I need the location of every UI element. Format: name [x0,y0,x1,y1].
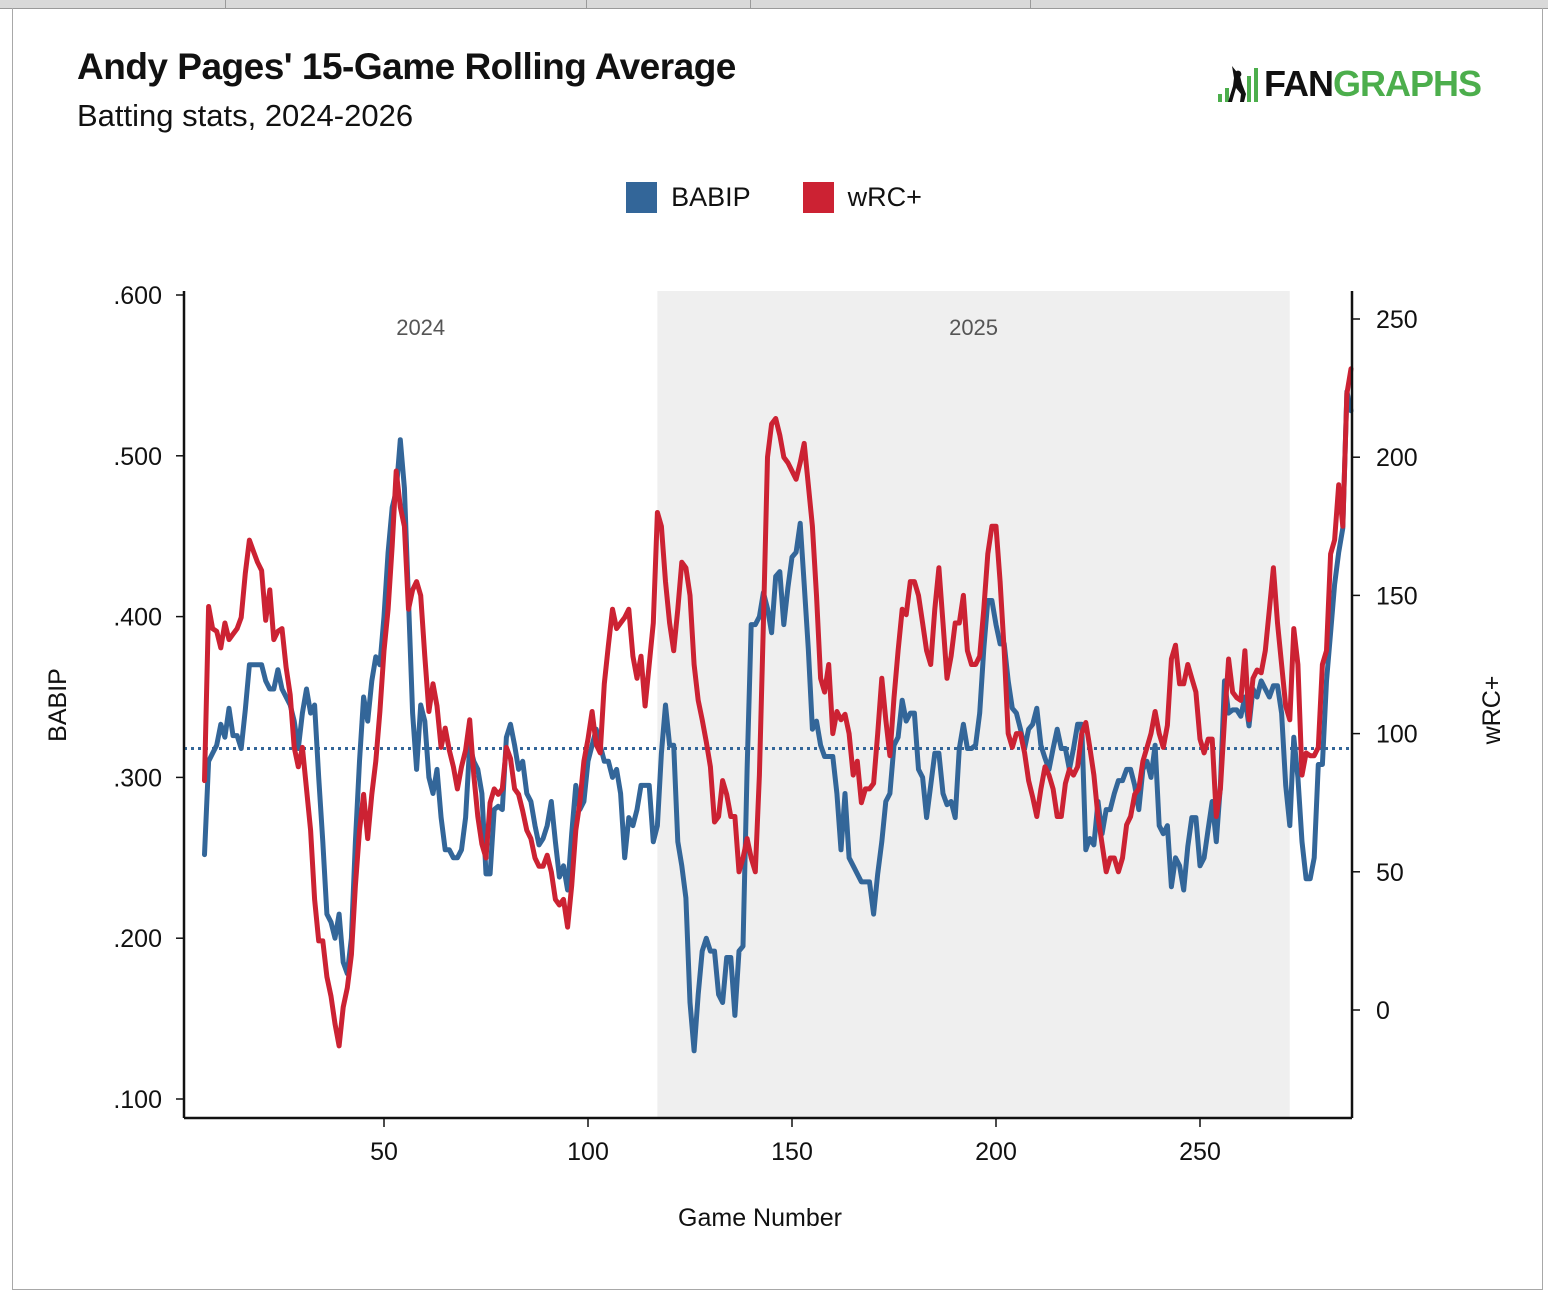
x-axis-title: Game Number [678,1204,842,1232]
top-bar-separator [750,0,751,8]
top-bar-separator [1030,0,1031,8]
legend-label-wrc: wRC+ [847,182,922,212]
x-tick-label: 250 [1179,1138,1221,1166]
batter-bars-icon [1218,66,1258,102]
legend-swatch-babip [626,182,658,213]
y-left-tick-label: .200 [113,925,162,953]
x-tick-label: 50 [370,1138,398,1166]
chart-title: Andy Pages' 15-Game Rolling Average [77,46,736,87]
y-left-tick-label: .400 [113,604,162,632]
window-top-bar [0,0,1548,9]
y-left-tick-label: .600 [113,282,162,310]
x-tick-label: 100 [567,1138,609,1166]
y-right-tick-label: 150 [1376,582,1418,610]
legend-swatch-wrc [802,182,834,213]
legend-item-babip[interactable]: BABIP [626,182,751,213]
logo-text-graphs: GRAPHS [1333,63,1482,104]
chart-legend: BABIP wRC+ [0,182,1548,213]
y-left-tick-label: .500 [113,443,162,471]
x-tick-label: 200 [975,1138,1017,1166]
top-bar-separator [586,0,587,8]
legend-item-wrc[interactable]: wRC+ [802,182,922,213]
y-right-tick-label: 200 [1376,444,1418,472]
logo-text-fan: FAN [1264,63,1334,104]
y-axis-title-left: BABIP [44,668,72,742]
series-line-wrc-plus [202,366,1354,1049]
top-bar-separator [225,0,226,8]
season-label-2025: 2025 [949,315,998,340]
legend-label-babip: BABIP [671,182,751,212]
y-right-tick-label: 100 [1376,721,1418,749]
x-tick-label: 150 [771,1138,813,1166]
y-left-tick-label: .300 [113,764,162,792]
season-label-2024: 2024 [396,315,445,340]
chart-subtitle: Batting stats, 2024-2026 [77,98,414,133]
y-right-tick-label: 50 [1376,859,1404,887]
chart-frame [12,8,1543,1290]
y-axis-title-right: wRC+ [1478,676,1506,746]
y-right-tick-label: 250 [1376,306,1418,334]
y-right-tick-label: 0 [1376,997,1390,1025]
y-left-tick-label: .100 [113,1086,162,1114]
fangraphs-logo: FAN GRAPHS [1216,63,1482,104]
